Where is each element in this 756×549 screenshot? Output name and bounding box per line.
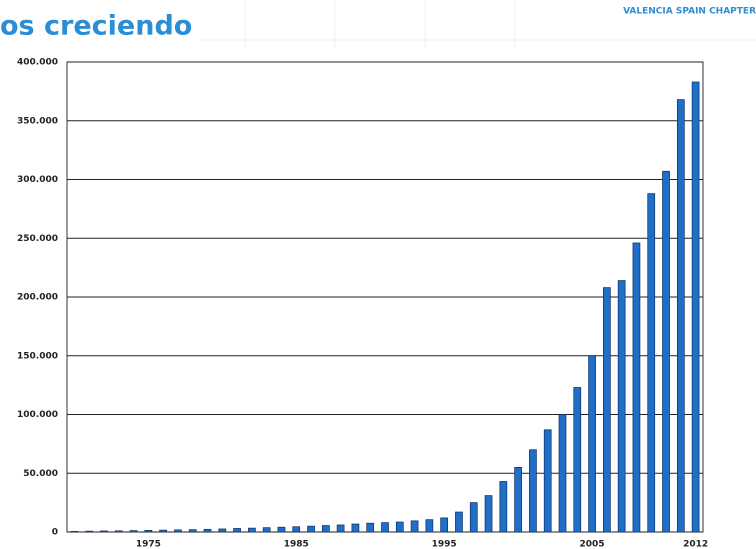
bar	[395, 521, 404, 533]
y-tick-label: 200.000	[17, 293, 58, 303]
y-tick-label: 400.000	[17, 58, 58, 68]
bar	[676, 99, 685, 533]
y-tick-label: 0	[52, 528, 58, 538]
bar	[691, 81, 700, 533]
bar	[188, 529, 197, 533]
bar	[277, 526, 286, 533]
bar	[440, 517, 449, 533]
bar	[248, 527, 256, 533]
bar	[85, 530, 94, 533]
bar	[321, 525, 330, 533]
bar	[129, 530, 138, 533]
bar	[366, 522, 375, 533]
chart-title: os creciendo	[0, 11, 192, 42]
bar	[114, 530, 123, 533]
chapter-label: VALENCIA SPAIN CHAPTER	[623, 7, 756, 17]
bar	[410, 520, 419, 533]
bar	[203, 528, 212, 533]
bar	[351, 523, 360, 533]
bar	[262, 527, 271, 533]
bar	[647, 193, 656, 533]
bar	[455, 511, 463, 533]
bar	[100, 530, 108, 533]
bar	[233, 528, 241, 533]
bar	[632, 242, 641, 533]
x-tick-label: 1995	[432, 540, 457, 549]
bar	[425, 519, 434, 533]
bar	[336, 524, 345, 533]
bar	[588, 355, 596, 533]
y-tick-label: 300.000	[17, 175, 58, 185]
bar	[573, 387, 582, 533]
bar	[603, 287, 611, 533]
bar	[159, 529, 167, 533]
y-tick-label: 100.000	[17, 410, 58, 420]
bar	[514, 467, 522, 533]
bar	[381, 522, 389, 533]
y-tick-label: 150.000	[17, 351, 58, 361]
x-tick-label: 2012	[683, 540, 708, 549]
y-tick-label: 50.000	[23, 469, 58, 479]
bar	[617, 280, 626, 533]
header-decoration	[200, 0, 756, 48]
bar	[144, 530, 153, 533]
y-tick-label: 350.000	[17, 116, 58, 126]
bar	[70, 531, 79, 533]
y-tick-label: 250.000	[17, 234, 58, 244]
bar	[662, 170, 670, 533]
bar	[543, 429, 552, 533]
x-tick-label: 1985	[284, 540, 309, 549]
bar	[174, 529, 182, 533]
x-tick-label: 1975	[136, 540, 161, 549]
bar	[218, 528, 227, 533]
bar	[558, 414, 567, 533]
bar	[529, 449, 537, 533]
x-tick-label: 2005	[580, 540, 605, 549]
bar	[292, 526, 301, 533]
bar	[469, 502, 478, 533]
bar	[484, 495, 493, 533]
bar	[499, 481, 508, 533]
bar	[307, 525, 315, 533]
